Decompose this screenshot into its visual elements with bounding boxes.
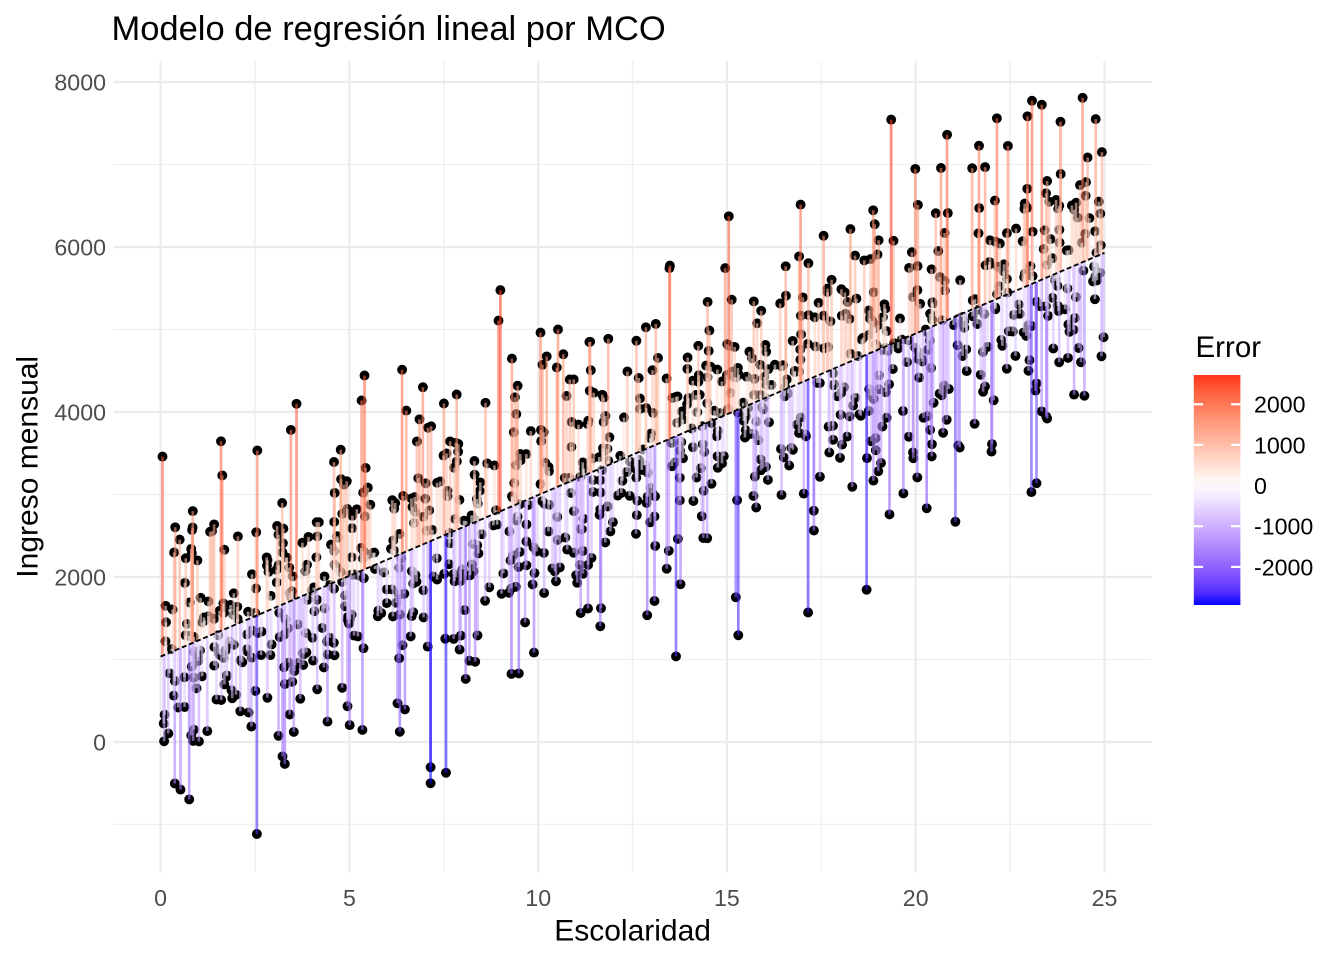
svg-text:2000: 2000 xyxy=(1254,392,1306,418)
svg-text:0: 0 xyxy=(154,885,167,911)
svg-text:0: 0 xyxy=(93,729,106,755)
svg-text:25: 25 xyxy=(1092,885,1118,911)
svg-text:0: 0 xyxy=(1254,473,1267,499)
svg-text:1000: 1000 xyxy=(1254,432,1306,458)
svg-text:Escolaridad: Escolaridad xyxy=(554,915,711,948)
svg-text:8000: 8000 xyxy=(54,69,106,95)
svg-text:6000: 6000 xyxy=(54,234,106,260)
svg-text:20: 20 xyxy=(903,885,929,911)
svg-text:Modelo de regresión lineal por: Modelo de regresión lineal por MCO xyxy=(112,10,666,48)
svg-text:-2000: -2000 xyxy=(1254,554,1313,580)
svg-text:10: 10 xyxy=(525,885,551,911)
svg-text:15: 15 xyxy=(714,885,740,911)
svg-text:4000: 4000 xyxy=(54,399,106,425)
svg-text:Error: Error xyxy=(1196,331,1262,364)
svg-text:2000: 2000 xyxy=(54,564,106,590)
svg-text:Ingreso mensual: Ingreso mensual xyxy=(12,356,45,578)
svg-text:5: 5 xyxy=(343,885,356,911)
svg-text:-1000: -1000 xyxy=(1254,514,1313,540)
